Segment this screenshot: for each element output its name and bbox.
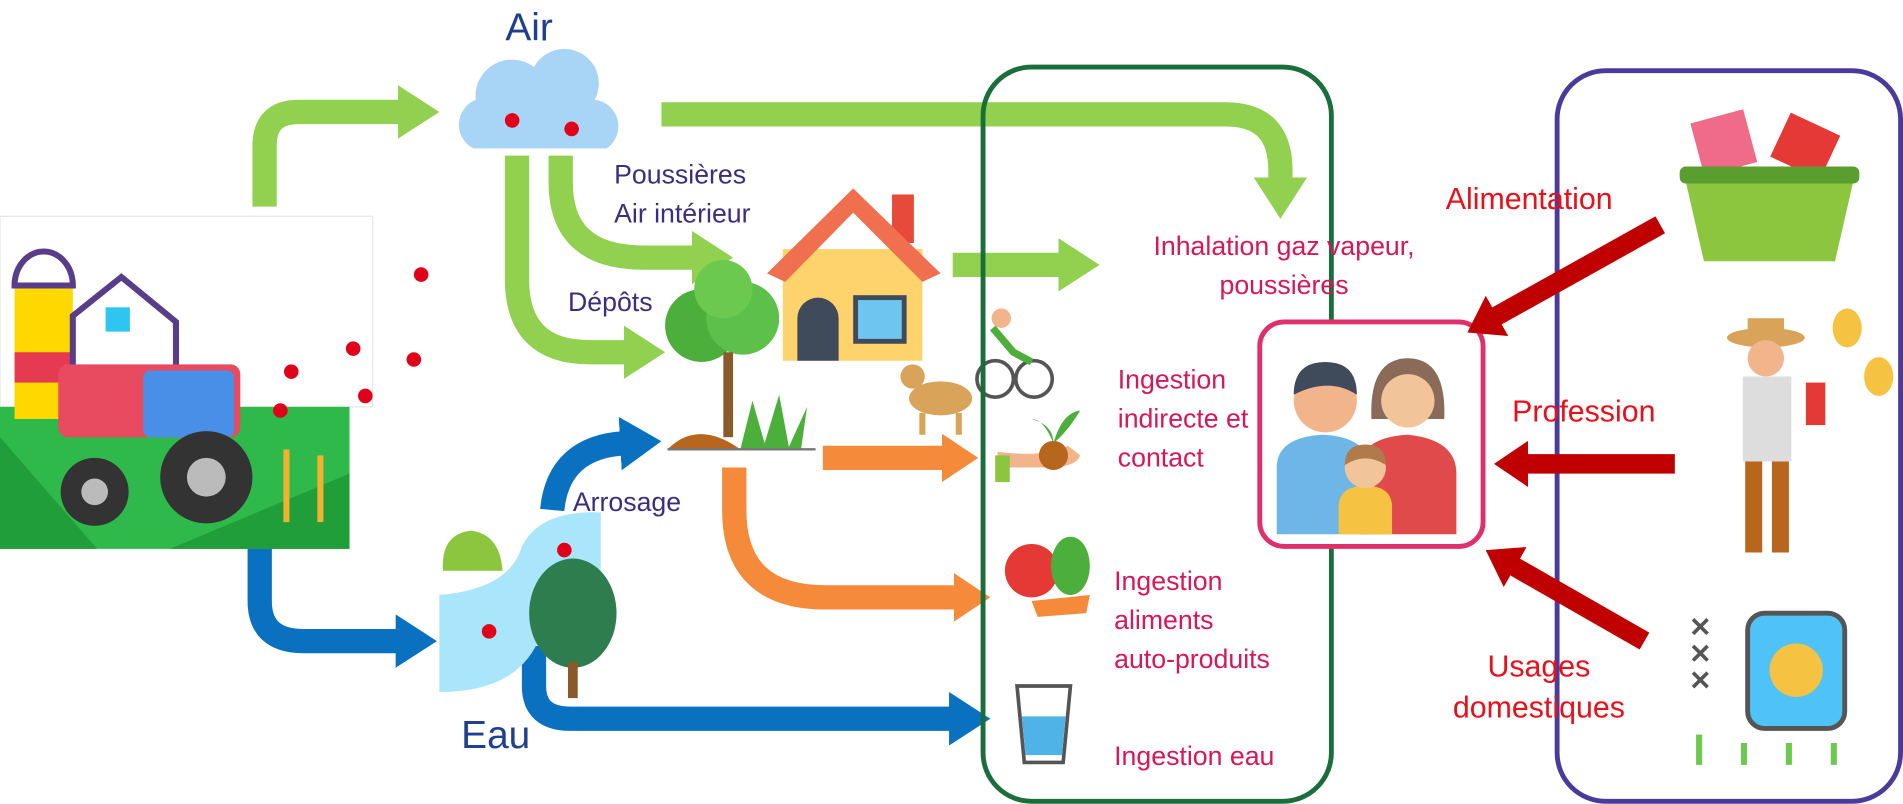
source-label: Alimentation (1446, 183, 1613, 216)
basket-icon-part (1680, 167, 1860, 184)
house-icon (767, 188, 941, 360)
exposure-label: Ingestion (1114, 566, 1222, 596)
source-label: domestiques (1453, 692, 1625, 725)
leisure-icon-part (993, 328, 1032, 362)
exposure-label: Ingestion (1118, 365, 1226, 395)
sprayer-icon-part (1693, 619, 1708, 687)
cloud-icon-part (459, 49, 619, 148)
pollutant-dots-part (346, 341, 361, 356)
garden-icon-part (723, 352, 733, 437)
farmer-icon-part (1748, 318, 1784, 342)
diagram: Air Poussières Air intérieur Dépôts Arro… (0, 0, 1903, 804)
stream-icon-part (568, 662, 578, 698)
leisure-icon-part (901, 364, 925, 388)
basket-icon (1680, 109, 1860, 261)
sprayer-icon (1693, 613, 1845, 765)
basket-icon-part (1690, 109, 1757, 176)
leisure-icon (901, 309, 1053, 435)
source-arrows (1493, 225, 1675, 641)
air-arrows-part (265, 112, 403, 207)
pollutant-dots-part (407, 352, 422, 367)
garden-icon-part (740, 395, 807, 450)
stream-icon-part (529, 559, 616, 668)
stream-icon-part (557, 543, 572, 558)
exposure-label: poussières (1220, 270, 1349, 300)
pollutant-dots-part (273, 403, 288, 418)
farmer-icon-part (1743, 377, 1792, 462)
exposure-icons-part (1022, 716, 1066, 755)
exposure-label: contact (1118, 442, 1205, 472)
farmer-icon-part (1864, 357, 1893, 396)
cloud-icon (459, 49, 619, 148)
farm-icon-part (187, 458, 226, 497)
exposure-label: indirecte et (1118, 403, 1249, 433)
exposure-icons-part (1039, 441, 1068, 470)
sprayer-icon-part (1699, 735, 1834, 765)
family-icon (1260, 322, 1483, 547)
pollutant-dots-part (284, 364, 299, 379)
pathway-label: Dépôts (568, 287, 653, 317)
farm-icon-part (81, 478, 108, 505)
air-arrows-part (661, 114, 1280, 182)
basket-icon-part (1685, 176, 1855, 261)
family-icon-part (1339, 486, 1392, 535)
body: Air Poussières Air intérieur Dépôts Arro… (0, 0, 1903, 804)
farmer-icon-part (1806, 383, 1825, 425)
farmer-icon-part (1833, 309, 1862, 348)
source-arrows-part (1493, 225, 1660, 318)
exposure-icons-part (1051, 537, 1090, 595)
pathway-label: Poussières (614, 160, 746, 190)
exposure-icons-part (1005, 544, 1058, 597)
stream-icon-part (443, 531, 503, 571)
source-label: Profession (1512, 395, 1655, 428)
air-label: Air (505, 6, 553, 49)
leisure-icon-part (1016, 361, 1052, 397)
exposure-icons (995, 410, 1090, 762)
family-icon-part (1381, 374, 1434, 427)
food-arrows (734, 458, 959, 598)
leisure-icon-part (922, 413, 958, 435)
exposure-label: aliments (1114, 605, 1213, 635)
farm-icon-part (143, 370, 234, 437)
source-arrows-part (1511, 565, 1645, 641)
food-arrows-part (734, 468, 959, 598)
farmer-icon-part (1748, 340, 1784, 376)
farm-icon-part (106, 307, 130, 331)
pathway-label: Arrosage (573, 487, 681, 517)
exposure-icons-part (995, 455, 1010, 482)
pollutant-dots-part (358, 389, 373, 404)
house-icon-part (856, 298, 905, 342)
pathway-label: Air intérieur (614, 198, 751, 228)
page: Voies d'exposition {"media":{"air":"Air"… (0, 0, 1903, 804)
cloud-icon-part (564, 122, 579, 137)
exposure-label: Inhalation gaz vapeur, (1153, 231, 1414, 261)
farmer-icon (1727, 309, 1893, 553)
pollutant-dots-part (414, 267, 429, 282)
exposure-label: auto-produits (1114, 644, 1270, 674)
water-arrows-part (260, 549, 401, 641)
exposure-label: Ingestion eau (1114, 741, 1274, 771)
stream-icon-part (482, 624, 497, 639)
exposure-icons-part (1032, 410, 1081, 443)
house-icon-part (797, 298, 838, 361)
farmer-icon-part (1772, 461, 1789, 552)
eau-label: Eau (461, 714, 530, 757)
exposure-icons-part (1032, 595, 1090, 617)
sprayer-icon-part (1769, 644, 1822, 697)
leisure-icon-part (992, 309, 1011, 328)
farmer-icon-part (1745, 461, 1762, 552)
farm-icon (0, 216, 373, 549)
garden-icon-part (694, 260, 752, 318)
source-label: Usages (1487, 650, 1590, 683)
cloud-icon-part (505, 113, 520, 128)
